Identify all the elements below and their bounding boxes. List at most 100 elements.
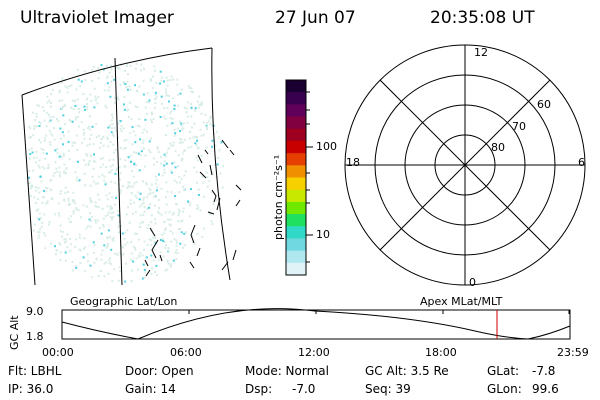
emission-dot <box>100 64 103 67</box>
emission-dot <box>163 153 166 156</box>
emission-dot <box>154 69 156 72</box>
emission-dot <box>129 88 132 91</box>
emission-dot <box>90 215 93 218</box>
emission-dot <box>158 212 161 215</box>
emission-dot <box>222 165 225 167</box>
emission-dot <box>51 134 54 137</box>
emission-dot <box>85 153 88 156</box>
emission-dot <box>35 150 38 153</box>
emission-dot <box>193 166 196 169</box>
emission-dot <box>155 189 158 192</box>
emission-dot <box>199 209 202 212</box>
emission-dot <box>74 100 76 103</box>
emission-dot <box>156 186 159 189</box>
emission-dot <box>153 163 156 166</box>
emission-dot <box>127 206 130 209</box>
emission-dot <box>129 202 132 205</box>
emission-dot <box>66 233 69 236</box>
emission-dot <box>164 134 167 136</box>
emission-dot <box>29 136 32 138</box>
emission-dot <box>102 224 104 226</box>
emission-dot <box>83 237 86 240</box>
emission-dot <box>94 201 97 204</box>
glon-value: 99.6 <box>532 382 559 396</box>
emission-dot <box>131 252 134 255</box>
emission-dot <box>105 194 108 197</box>
emission-dot <box>130 160 133 163</box>
emission-dot <box>164 88 167 91</box>
emission-dot <box>110 131 113 134</box>
emission-dot <box>206 176 209 179</box>
emission-dot <box>148 101 150 104</box>
emission-dot <box>95 122 98 125</box>
emission-dot <box>203 227 206 230</box>
emission-dot <box>56 170 59 173</box>
emission-dot <box>169 112 172 115</box>
emission-dot <box>106 137 109 140</box>
emission-dot <box>132 175 135 178</box>
emission-dot <box>180 122 183 125</box>
emission-dot <box>92 180 95 183</box>
emission-dot <box>136 106 139 109</box>
emission-dot <box>130 269 133 272</box>
emission-dot <box>101 173 104 176</box>
timeline-xtick: 06:00 <box>170 346 202 359</box>
emission-dot <box>150 254 153 257</box>
emission-dot <box>183 174 186 177</box>
emission-dot <box>153 65 156 68</box>
emission-dot <box>90 133 93 136</box>
emission-dot <box>134 211 137 214</box>
emission-dot <box>120 125 123 127</box>
gain-readout: Gain: 14 <box>125 382 176 396</box>
emission-dot <box>202 133 205 136</box>
emission-dot <box>161 174 164 177</box>
emission-dot <box>159 116 162 118</box>
emission-dot <box>110 64 113 67</box>
emission-dot <box>90 199 93 202</box>
emission-dot <box>174 195 177 198</box>
emission-dot <box>150 239 153 242</box>
emission-dot <box>108 159 111 162</box>
emission-dot <box>125 213 128 216</box>
emission-dot <box>46 95 49 98</box>
emission-dot <box>56 148 59 150</box>
dsp-label: Dsp: <box>245 382 273 396</box>
emission-dot <box>137 191 140 194</box>
emission-dot <box>160 162 163 165</box>
emission-dot <box>134 67 137 70</box>
emission-dot <box>150 119 153 122</box>
emission-dot <box>171 213 174 216</box>
emission-dot <box>41 165 44 168</box>
emission-dot <box>115 169 118 172</box>
emission-dot <box>61 131 64 134</box>
emission-dot <box>154 91 157 94</box>
emission-dot <box>127 73 129 76</box>
emission-dot <box>57 202 60 205</box>
colorbar-segment <box>286 238 306 252</box>
emission-dot <box>71 144 74 147</box>
emission-dot <box>91 68 94 71</box>
emission-dot <box>177 154 180 157</box>
emission-dot <box>175 249 178 252</box>
emission-dot <box>63 163 66 166</box>
emission-dot <box>48 129 51 132</box>
emission-dot <box>75 179 78 182</box>
emission-dot <box>165 162 168 165</box>
emission-dot <box>154 237 157 240</box>
emission-dot <box>163 107 165 110</box>
emission-dot <box>170 144 173 147</box>
emission-dot <box>37 217 40 220</box>
emission-dot <box>98 175 101 178</box>
emission-dot <box>98 134 101 137</box>
emission-dot <box>70 106 73 109</box>
emission-dot <box>221 186 224 189</box>
emission-dot <box>109 216 112 219</box>
mlat-label-70: 70 <box>512 120 526 133</box>
emission-dot <box>94 95 97 98</box>
emission-dot <box>75 134 78 137</box>
emission-dot <box>113 96 116 99</box>
emission-dot <box>92 143 95 145</box>
emission-dot <box>49 141 52 144</box>
emission-dot <box>86 144 89 147</box>
